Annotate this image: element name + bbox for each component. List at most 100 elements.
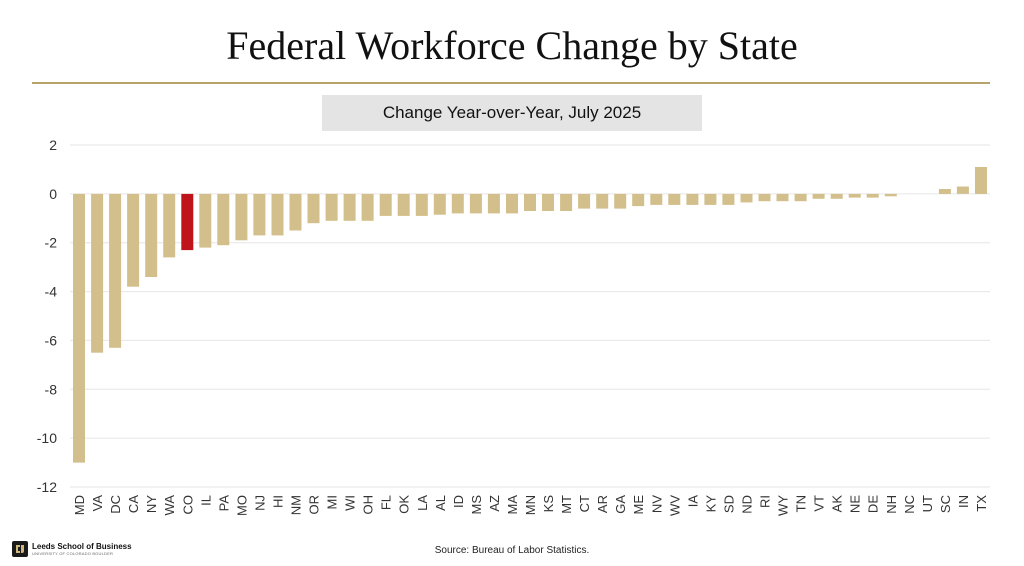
bar-ri	[758, 193, 771, 202]
bar-il	[199, 193, 212, 248]
x-tick-label: DC	[108, 495, 123, 514]
bar-nd	[740, 193, 753, 203]
logo-name: Leeds School of Business	[32, 541, 132, 551]
bar-wi	[343, 193, 356, 221]
bar-tx	[975, 167, 987, 194]
x-tick-label: OH	[361, 495, 376, 515]
x-tick-label: HI	[271, 495, 286, 508]
bar-pa	[217, 193, 230, 246]
bar-dc	[109, 193, 122, 348]
x-tick-label: ME	[631, 495, 646, 515]
x-tick-label: MA	[505, 495, 520, 515]
x-tick-label: GA	[613, 495, 628, 514]
x-tick-label: MO	[234, 495, 249, 516]
x-tick-label: VT	[812, 495, 827, 512]
bar-nh	[884, 193, 897, 197]
logo-subtitle: UNIVERSITY OF COLORADO BOULDER	[32, 550, 114, 556]
x-tick-label: MN	[523, 495, 538, 515]
x-tick-label: OK	[397, 495, 412, 514]
x-tick-label: RI	[758, 495, 773, 508]
bar-mo	[235, 193, 248, 241]
bar-in	[956, 186, 969, 194]
x-axis-ticks: MD VA DC CA NY WA CO IL PA MO NJ HI NM OR MI WI OH FL OK LA…	[72, 495, 989, 516]
x-tick-label: NC	[902, 495, 917, 514]
x-tick-label: NH	[884, 495, 899, 514]
bar-fl	[379, 193, 392, 216]
x-tick-label: IL	[198, 495, 213, 506]
bar-oh	[361, 193, 374, 221]
bar-ny	[145, 193, 158, 277]
x-tick-label: FL	[379, 495, 394, 510]
source-note: Source: Bureau of Labor Statistics.	[434, 545, 590, 556]
bar-ms	[469, 193, 482, 214]
bar-or	[307, 193, 320, 224]
x-tick-label: KY	[703, 495, 718, 513]
bar-vt	[812, 193, 825, 199]
bar-ky	[704, 193, 717, 205]
bar-me	[632, 193, 645, 207]
x-tick-label: AZ	[487, 495, 502, 512]
x-tick-label: ID	[451, 495, 466, 508]
bar-al	[433, 193, 446, 215]
x-tick-label: LA	[415, 495, 430, 511]
x-tick-label: SC	[938, 495, 953, 513]
y-tick-label: -6	[45, 332, 58, 348]
chart-title: Federal Workforce Change by State	[226, 23, 798, 68]
x-tick-label: TX	[974, 495, 989, 512]
bar-wy	[776, 193, 789, 202]
x-tick-label: NJ	[252, 495, 267, 511]
bars	[73, 167, 987, 463]
bar-ma	[506, 193, 518, 214]
y-tick-label: -2	[45, 235, 58, 251]
bar-tn	[794, 193, 807, 202]
title-divider	[32, 82, 990, 84]
x-tick-label: CA	[126, 495, 141, 513]
y-axis-ticks: 2 0 -2 -4 -6 -8 -10 -12	[37, 137, 57, 495]
bar-mn	[524, 193, 536, 211]
x-tick-label: NV	[649, 495, 664, 513]
x-tick-label: WY	[776, 495, 791, 516]
cu-logo-icon	[12, 541, 28, 557]
y-tick-label: 0	[49, 186, 57, 202]
x-tick-label: NY	[144, 495, 159, 513]
bar-nj	[253, 193, 266, 236]
bar-hi	[271, 193, 284, 236]
x-tick-label: NM	[289, 495, 304, 515]
x-tick-label: WA	[162, 495, 177, 516]
bar-mt	[560, 193, 573, 211]
x-tick-label: CO	[180, 495, 195, 515]
bar-ga	[614, 193, 627, 209]
x-tick-label: MT	[559, 495, 574, 514]
x-tick-label: SD	[721, 495, 736, 513]
bar-mi	[325, 193, 338, 221]
bar-ak	[830, 193, 843, 199]
x-tick-label: IN	[956, 495, 971, 508]
x-tick-label: TN	[794, 495, 809, 512]
x-tick-label: DE	[866, 495, 881, 513]
x-tick-label: MS	[469, 495, 484, 515]
bar-az	[487, 193, 500, 214]
bar-ok	[397, 193, 410, 216]
x-tick-label: AR	[595, 495, 610, 513]
bar-wa	[163, 193, 176, 258]
bar-nm	[289, 193, 302, 231]
bar-ct	[578, 193, 591, 209]
bar-sc	[938, 189, 951, 194]
bar-sd	[722, 193, 735, 205]
x-tick-label: AL	[433, 495, 448, 511]
x-tick-label: KS	[541, 495, 556, 513]
bar-la	[415, 193, 428, 216]
bar-va	[91, 193, 104, 353]
x-tick-label: WI	[343, 495, 358, 511]
bar-ia	[686, 193, 699, 205]
bar-md	[73, 193, 85, 463]
chart-subtitle: Change Year-over-Year, July 2025	[322, 95, 702, 131]
x-tick-label: IA	[685, 495, 700, 508]
bar-de	[866, 193, 879, 198]
bar-nv	[650, 193, 663, 205]
x-tick-label: ND	[740, 495, 755, 514]
bar-wv	[668, 193, 681, 205]
bar-ca	[127, 193, 140, 287]
y-tick-label: -12	[37, 479, 57, 495]
